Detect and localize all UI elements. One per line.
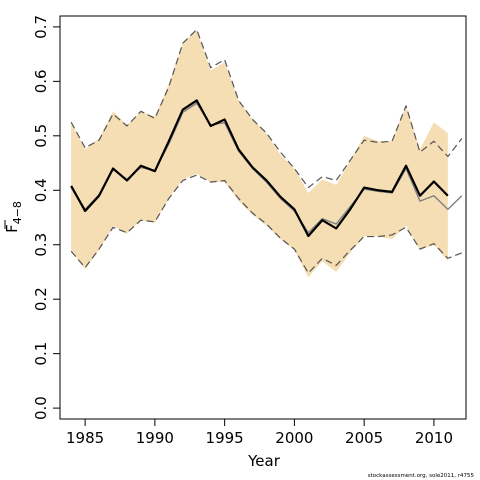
x-tick-label: 1995 — [206, 429, 244, 447]
confidence-band-layer — [71, 29, 448, 278]
y-tick-label: 0.3 — [32, 233, 50, 257]
y-tick-label: 0.4 — [32, 178, 50, 202]
x-tick-label: 1985 — [66, 429, 104, 447]
x-tick-label: 1990 — [136, 429, 174, 447]
confidence-band — [71, 29, 448, 278]
y-axis-label-sub: 4−8 — [11, 201, 24, 224]
x-tick-label: 2000 — [275, 429, 313, 447]
x-axis: 1985 1990 1995 2000 2005 2010 — [66, 418, 453, 447]
series-line-upper-bound — [70, 29, 463, 189]
y-tick-label: 0.0 — [32, 396, 50, 420]
svg-text:F4−8: F4−8 — [3, 201, 24, 233]
x-axis-label: Year — [247, 452, 281, 470]
x-tick-label: 2005 — [345, 429, 383, 447]
y-tick-label: 0.1 — [32, 342, 50, 366]
y-axis-label: F4−8 — [3, 201, 24, 233]
y-tick-label: 0.6 — [32, 69, 50, 93]
series-line-estimate — [70, 99, 449, 238]
y-tick-label: 0.7 — [32, 15, 50, 39]
y-tick-label: 0.5 — [32, 124, 50, 148]
y-axis: 0.0 0.1 0.2 0.3 0.4 0.5 0.6 0.7 — [32, 15, 61, 420]
credit-text: stockassessment.org, sole2011, r4755 — [368, 473, 475, 479]
series-layer — [70, 29, 463, 274]
y-axis-label-main: F — [3, 224, 21, 233]
y-tick-label: 0.2 — [32, 287, 50, 311]
x-tick-label: 2010 — [415, 429, 453, 447]
